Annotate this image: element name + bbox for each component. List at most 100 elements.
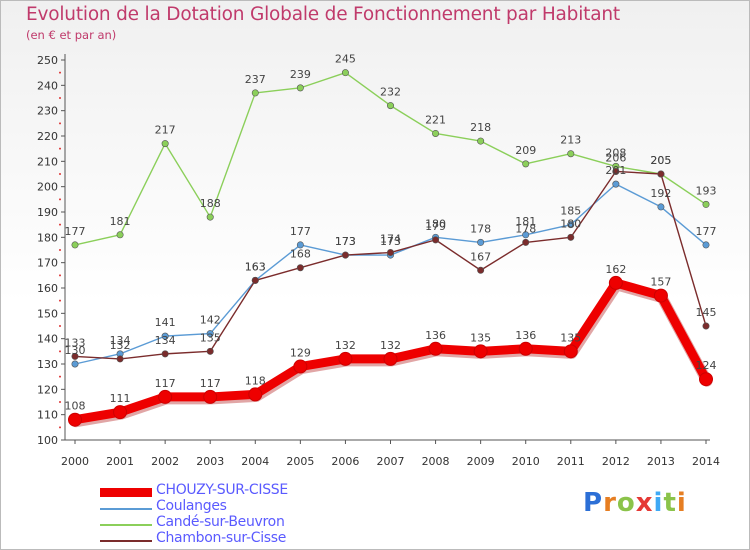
data-label: 221 bbox=[425, 113, 446, 126]
data-label: 162 bbox=[605, 263, 626, 276]
data-point bbox=[522, 238, 530, 246]
data-point bbox=[383, 351, 398, 366]
logo-letter: i bbox=[676, 488, 687, 518]
y-tick-label: 120 bbox=[37, 383, 58, 396]
data-label: 163 bbox=[245, 260, 266, 273]
data-point bbox=[251, 89, 259, 97]
data-point bbox=[161, 332, 169, 340]
logo-letter: o bbox=[616, 488, 636, 518]
y-tick-label: 240 bbox=[37, 79, 58, 92]
data-label: 167 bbox=[470, 250, 491, 263]
data-point bbox=[296, 241, 304, 249]
x-tick-label: 2003 bbox=[196, 455, 224, 468]
data-point bbox=[386, 102, 394, 110]
data-point bbox=[203, 389, 218, 404]
y-minor-tick bbox=[59, 325, 61, 327]
data-point bbox=[428, 341, 443, 356]
data-label: 217 bbox=[155, 124, 176, 137]
x-tick-label: 2001 bbox=[106, 455, 134, 468]
data-point bbox=[71, 360, 79, 368]
data-point bbox=[702, 322, 710, 330]
y-minor-tick bbox=[59, 71, 61, 74]
y-tick-label: 210 bbox=[37, 155, 58, 168]
data-label: 111 bbox=[110, 392, 131, 405]
data-label: 188 bbox=[200, 197, 221, 210]
data-label: 124 bbox=[696, 359, 717, 372]
data-label: 181 bbox=[110, 215, 131, 228]
x-tick-label: 2002 bbox=[151, 455, 179, 468]
x-tick-label: 2004 bbox=[241, 455, 269, 468]
data-label: 142 bbox=[200, 314, 221, 327]
legend-label: Chambon-sur-Cisse bbox=[156, 530, 287, 546]
data-point bbox=[612, 180, 620, 188]
data-label: 129 bbox=[290, 347, 311, 360]
data-label: 117 bbox=[200, 377, 221, 390]
data-point bbox=[158, 389, 173, 404]
y-tick-label: 130 bbox=[37, 358, 58, 371]
data-point bbox=[161, 140, 169, 148]
legend-label: CHOUZY-SUR-CISSE bbox=[156, 482, 288, 498]
y-tick-label: 220 bbox=[37, 130, 58, 143]
data-point bbox=[518, 341, 533, 356]
data-label: 117 bbox=[155, 377, 176, 390]
data-label: 133 bbox=[65, 336, 86, 349]
chart-subtitle: (en € et par an) bbox=[26, 28, 117, 42]
legend-label: Candé-sur-Beuvron bbox=[156, 514, 285, 530]
data-label: 136 bbox=[515, 329, 536, 342]
legend-item: Coulanges bbox=[100, 498, 400, 516]
data-label: 209 bbox=[515, 144, 536, 157]
x-tick-label: 2000 bbox=[61, 455, 89, 468]
data-label: 145 bbox=[696, 306, 717, 319]
y-minor-tick bbox=[59, 299, 61, 302]
data-point bbox=[341, 251, 349, 259]
legend-item: Candé-sur-Beuvron bbox=[100, 514, 400, 532]
data-label: 135 bbox=[200, 331, 221, 344]
y-minor-tick bbox=[59, 223, 61, 226]
data-label: 118 bbox=[245, 374, 266, 387]
data-label: 178 bbox=[470, 222, 491, 235]
data-label: 177 bbox=[290, 225, 311, 238]
legend-swatch bbox=[100, 488, 152, 497]
data-label: 232 bbox=[380, 86, 401, 99]
data-label: 178 bbox=[515, 222, 536, 235]
data-label: 193 bbox=[696, 184, 717, 197]
data-label: 173 bbox=[335, 235, 356, 248]
legend-item: CHOUZY-SUR-CISSE bbox=[100, 482, 400, 500]
data-label: 239 bbox=[290, 68, 311, 81]
y-minor-tick bbox=[59, 274, 61, 277]
data-point bbox=[161, 350, 169, 358]
y-tick-label: 160 bbox=[37, 282, 58, 295]
data-point bbox=[296, 264, 304, 272]
data-point bbox=[567, 221, 575, 229]
legend-label: Coulanges bbox=[156, 498, 227, 514]
data-label: 134 bbox=[110, 334, 131, 347]
y-minor-tick bbox=[59, 350, 61, 353]
data-label: 135 bbox=[560, 331, 581, 344]
data-point bbox=[608, 275, 623, 290]
y-tick-label: 100 bbox=[37, 434, 58, 447]
data-point bbox=[341, 69, 349, 77]
data-point bbox=[563, 344, 578, 359]
data-label: 177 bbox=[65, 225, 86, 238]
y-minor-tick bbox=[59, 426, 61, 429]
data-point bbox=[293, 359, 308, 374]
y-tick-label: 150 bbox=[37, 307, 58, 320]
y-minor-tick bbox=[59, 122, 61, 125]
data-label: 174 bbox=[380, 233, 401, 246]
logo-letter: t bbox=[663, 488, 677, 518]
data-label: 192 bbox=[650, 187, 671, 200]
data-point bbox=[432, 129, 440, 137]
x-tick-label: 2008 bbox=[422, 455, 450, 468]
data-point bbox=[206, 347, 214, 355]
data-point bbox=[702, 200, 710, 208]
data-point bbox=[116, 231, 124, 239]
data-point bbox=[477, 266, 485, 274]
data-label: 201 bbox=[605, 164, 626, 177]
x-tick-label: 2014 bbox=[692, 455, 720, 468]
data-label: 173 bbox=[380, 235, 401, 248]
data-point bbox=[567, 150, 575, 158]
x-tick-label: 2006 bbox=[331, 455, 359, 468]
chart-title: Evolution de la Dotation Globale de Fonc… bbox=[26, 4, 620, 25]
x-tick-label: 2010 bbox=[512, 455, 540, 468]
